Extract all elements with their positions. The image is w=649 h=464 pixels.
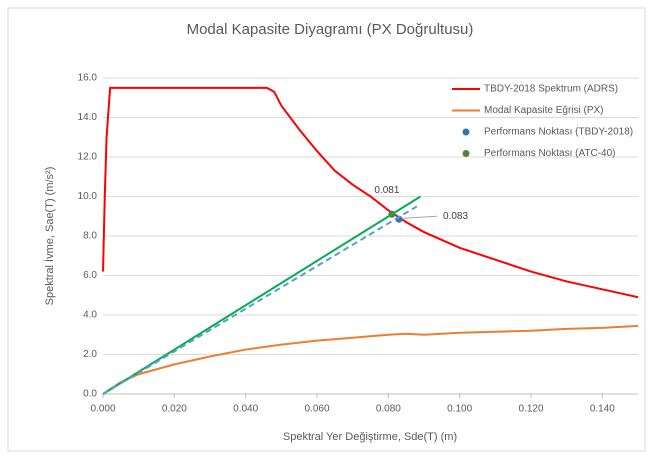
series-line [102,324,639,395]
leader-line [403,215,438,219]
y-tick-label: 10.0 [78,191,98,202]
y-tick-label: 8.0 [83,231,97,242]
series-line [102,195,421,395]
y-tick-label: 6.0 [83,270,97,281]
x-tick-label: 0.140 [590,404,615,415]
series-line [102,86,639,299]
x-tick-label: 0.100 [447,404,472,415]
legend-label: TBDY-2018 Spektrum (ADRS) [484,84,618,95]
y-tick-label: 12.0 [78,152,98,163]
legend-marker [462,150,470,157]
legend-label: Modal Kapasite Eğrisi (PX) [484,105,604,116]
series-line [102,205,418,395]
legend-label: Performans Noktası (ATC-40) [484,148,616,159]
annotation: 0.083 [443,211,468,222]
x-tick-label: 0.120 [518,404,543,415]
y-tick-label: 0.0 [83,389,97,400]
y-axis-label: Spektral İvme, Sae(T) (m/s²) [43,167,56,306]
y-tick-label: 16.0 [78,73,98,84]
legend-label: Performans Noktası (TBDY-2018) [484,127,633,138]
chart-frame [7,7,646,452]
chart-title: Modal Kapasite Diyagramı (PX Doğrultusu) [187,21,474,38]
x-tick-label: 0.020 [162,404,187,415]
legend-marker [462,128,470,136]
y-tick-label: 2.0 [83,349,97,360]
y-tick-label: 14.0 [78,112,98,123]
x-tick-label: 0.080 [376,404,401,415]
x-tick-label: 0.040 [233,404,258,415]
y-tick-label: 4.0 [83,310,97,321]
annotation: 0.081 [374,185,399,196]
x-tick-label: 0.000 [90,404,115,415]
x-axis-label: Spektral Yer Değiştirme, Sde(T) (m) [283,431,457,443]
x-tick-label: 0.060 [304,404,329,415]
